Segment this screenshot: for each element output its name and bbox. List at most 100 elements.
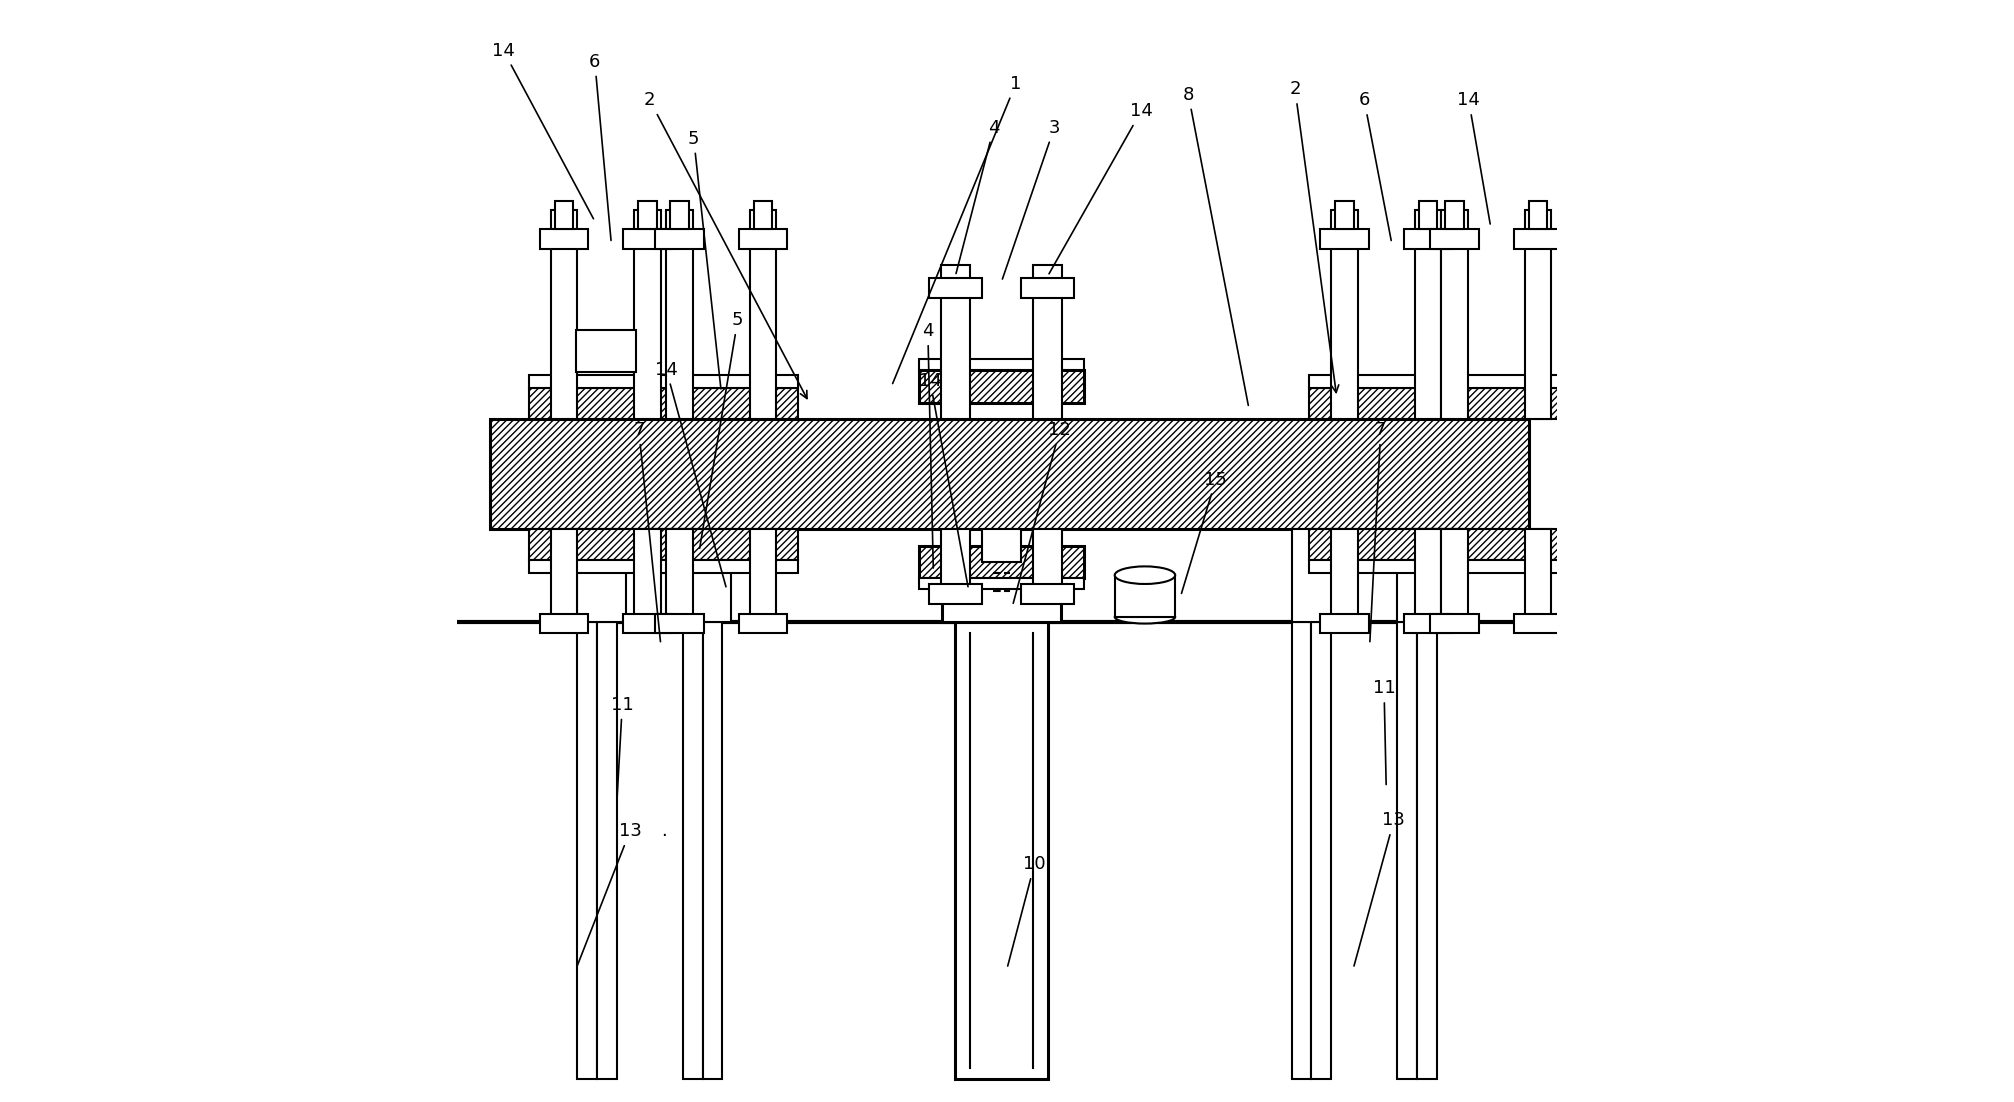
Bar xyxy=(1420,388,1573,419)
Bar xyxy=(1331,210,1357,419)
Text: 14: 14 xyxy=(918,371,969,586)
Bar xyxy=(671,202,689,229)
Bar xyxy=(918,358,1084,369)
Bar xyxy=(1309,529,1464,560)
Bar xyxy=(955,623,1047,1079)
Bar xyxy=(655,614,703,634)
Text: .: . xyxy=(661,822,667,841)
Bar xyxy=(683,529,731,623)
Text: 12: 12 xyxy=(1013,421,1071,603)
Text: 13: 13 xyxy=(1353,811,1406,966)
Ellipse shape xyxy=(1114,611,1176,624)
Bar xyxy=(1331,529,1357,628)
Bar xyxy=(624,614,673,634)
Bar xyxy=(1430,614,1478,634)
Bar xyxy=(634,529,661,628)
Bar xyxy=(1442,529,1468,628)
Bar xyxy=(1525,210,1551,419)
Text: 8: 8 xyxy=(1182,86,1249,406)
Bar xyxy=(550,529,578,628)
Text: 11: 11 xyxy=(1374,680,1396,785)
Bar xyxy=(638,202,657,229)
Bar xyxy=(1033,266,1061,419)
Bar xyxy=(928,584,981,604)
Bar xyxy=(1525,529,1551,628)
Bar xyxy=(644,560,798,573)
Bar xyxy=(1309,560,1464,573)
Bar xyxy=(1414,210,1442,419)
Text: 14: 14 xyxy=(1049,102,1152,273)
Bar xyxy=(1114,575,1176,617)
Bar xyxy=(1021,584,1073,604)
Bar xyxy=(634,210,661,419)
Bar xyxy=(918,545,1084,579)
Bar xyxy=(941,529,969,601)
Bar xyxy=(928,279,981,299)
Bar xyxy=(1335,202,1353,229)
Bar xyxy=(667,529,693,628)
Text: 2: 2 xyxy=(644,91,808,399)
Text: 10: 10 xyxy=(1007,855,1045,966)
Bar xyxy=(749,210,775,419)
Bar xyxy=(1418,202,1438,229)
Bar xyxy=(703,623,723,1079)
Bar xyxy=(530,388,683,419)
Bar xyxy=(1515,614,1563,634)
Bar xyxy=(1398,623,1418,1079)
Bar xyxy=(489,419,1529,529)
Bar xyxy=(739,614,787,634)
Bar xyxy=(667,210,693,419)
Bar xyxy=(1404,229,1452,249)
Bar xyxy=(644,529,798,560)
Bar xyxy=(578,623,596,1079)
Bar xyxy=(1515,229,1563,249)
Bar xyxy=(1430,229,1478,249)
Bar xyxy=(1420,560,1573,573)
Bar xyxy=(1446,202,1464,229)
Bar xyxy=(1309,375,1464,388)
Bar xyxy=(918,579,1084,590)
Bar xyxy=(530,375,683,388)
Bar xyxy=(1321,614,1370,634)
Bar xyxy=(1414,529,1442,628)
Text: 6: 6 xyxy=(590,53,610,240)
Bar xyxy=(1291,623,1311,1079)
Text: 14: 14 xyxy=(1458,91,1490,224)
Bar xyxy=(530,529,683,560)
Bar xyxy=(644,375,798,388)
Bar xyxy=(753,202,771,229)
Bar xyxy=(941,266,969,419)
Bar xyxy=(554,202,574,229)
Bar xyxy=(943,562,1061,623)
Bar xyxy=(1291,529,1339,623)
Bar xyxy=(624,229,673,249)
Text: 4: 4 xyxy=(957,119,999,273)
Bar xyxy=(918,369,1084,402)
Bar xyxy=(576,331,636,371)
Bar xyxy=(644,388,798,419)
Bar xyxy=(1309,388,1464,419)
Text: 13: 13 xyxy=(578,822,640,966)
Text: 14: 14 xyxy=(655,360,725,586)
Text: 14: 14 xyxy=(491,42,594,219)
Bar xyxy=(655,229,703,249)
Bar xyxy=(550,210,578,419)
Bar xyxy=(578,529,626,623)
Bar xyxy=(1420,529,1573,560)
Bar xyxy=(540,614,588,634)
Bar xyxy=(683,623,703,1079)
Text: 5: 5 xyxy=(689,130,721,389)
Bar xyxy=(1442,210,1468,419)
Text: 2: 2 xyxy=(1289,80,1339,392)
Text: 5: 5 xyxy=(699,311,743,549)
Bar xyxy=(1529,202,1547,229)
Bar xyxy=(1398,529,1446,623)
Ellipse shape xyxy=(1114,566,1176,584)
Bar xyxy=(1420,375,1573,388)
Bar xyxy=(1021,279,1073,299)
Text: 11: 11 xyxy=(610,695,634,801)
Bar xyxy=(1418,623,1436,1079)
Text: 7: 7 xyxy=(1370,421,1386,641)
Text: 3: 3 xyxy=(1003,119,1059,279)
Bar xyxy=(749,529,775,628)
